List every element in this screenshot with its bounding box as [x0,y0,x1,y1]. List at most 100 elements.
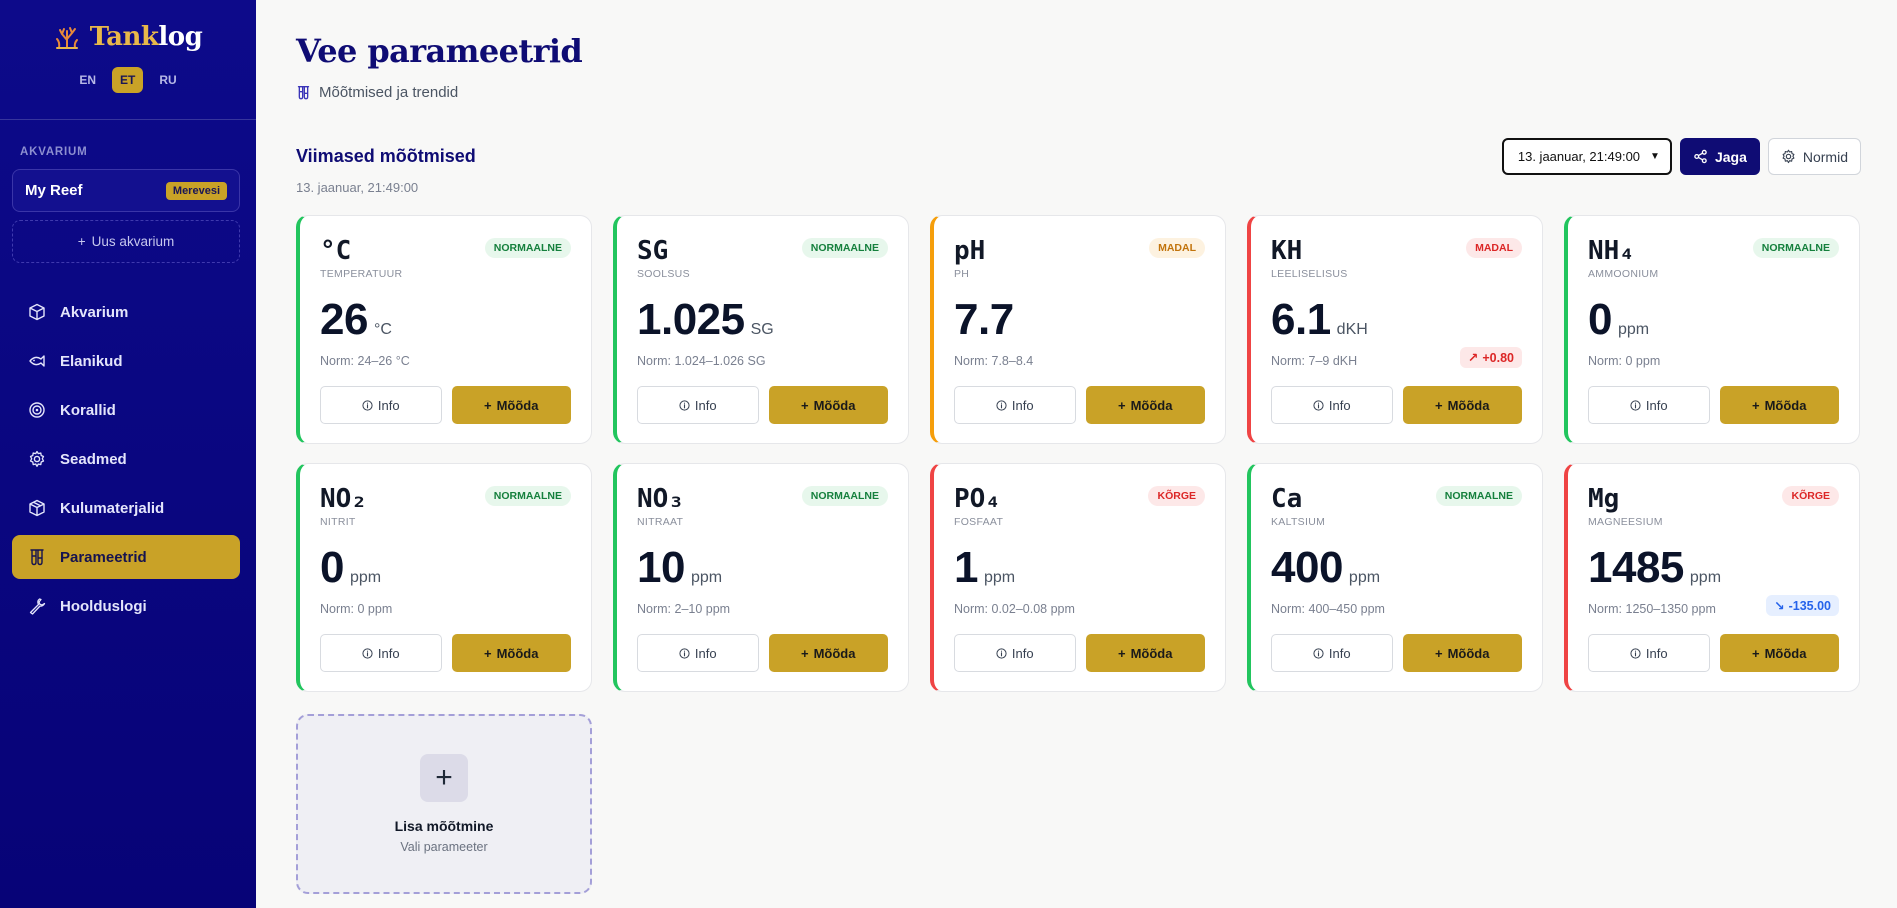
subtitle-text: Mõõtmised ja trendid [319,84,459,101]
info-button[interactable]: Info [1271,386,1393,424]
sidebar-item-label: Akvarium [60,303,129,321]
info-button[interactable]: Info [1588,386,1710,424]
value-row: 1.025 SG [637,298,888,342]
info-icon [996,647,1007,659]
plus-icon: + [1752,397,1760,413]
sidebar-item-parameetrid[interactable]: Parameetrid [12,535,240,579]
value-row: 26 °C [320,298,571,342]
parameter-value: 400 [1271,543,1343,592]
value-row: 400 ppm [1271,546,1522,590]
gear-icon [1782,149,1795,164]
plus-icon: + [1435,645,1443,661]
parameter-card: pH PH MADAL 7.7 Norm: 7.8–8.4 Info + Mõõ… [930,215,1226,444]
sidebar-item-kulumaterjalid[interactable]: Kulumaterjalid [12,486,240,530]
plus-icon: + [801,397,809,413]
logo[interactable]: Tanklog [0,22,256,52]
logo-text-part1: Tank [89,22,159,52]
card-actions: Info + Mõõda [637,634,888,672]
test-tubes-icon [297,86,310,100]
add-measurement-title: Lisa mõõtmine [394,818,494,834]
logo-text-part2: log [158,22,203,52]
sidebar-item-label: Hoolduslogi [60,597,147,615]
parameter-unit: dKH [1336,321,1368,338]
measure-button[interactable]: + Mõõda [768,386,888,424]
info-button[interactable]: Info [320,634,442,672]
parameter-card: NH₄ AMMOONIUM NORMAALNE 0 ppm Norm: 0 pp… [1564,215,1860,444]
sidebar-item-seadmed[interactable]: Seadmed [12,437,240,481]
plus-icon: + [1752,645,1760,661]
page-subtitle: Mõõtmised ja trendid [296,84,458,101]
parameter-unit: °C [373,321,392,338]
add-measurement-subtitle: Vali parameeter [400,840,488,854]
info-label: Info [694,645,717,661]
card-actions: Info + Mõõda [1271,386,1522,424]
status-badge: NORMAALNE [1435,486,1522,506]
parameter-unit: ppm [349,569,382,586]
card-actions: Info + Mõõda [1588,386,1839,424]
plus-icon: + [1118,645,1126,661]
cube-icon [29,303,45,321]
page-title: Vee parameetrid [296,32,583,70]
info-icon [679,399,690,411]
aquarium-selector[interactable]: My Reef Merevesi [12,169,240,212]
info-button[interactable]: Info [637,634,759,672]
sidebar-item-elanikud[interactable]: Elanikud [12,339,240,383]
value-row: 0 ppm [1588,298,1839,342]
add-measurement-card[interactable]: + Lisa mõõtmine Vali parameeter [296,714,592,894]
sidebar-item-korallid[interactable]: Korallid [12,388,240,432]
info-label: Info [377,397,400,413]
trending-down-icon: ↘ [1774,599,1785,613]
parameter-card: Ca KALTSIUM NORMAALNE 400 ppm Norm: 400–… [1247,463,1543,692]
measurement-date-select[interactable]: 13. jaanuar, 21:49:00 ▼ [1501,138,1672,175]
share-button[interactable]: Jaga [1679,138,1760,175]
norms-button[interactable]: Normid [1767,138,1861,175]
parameter-norm: Norm: 1.024–1.026 SG [637,354,766,368]
measure-button[interactable]: + Mõõda [1085,386,1205,424]
measure-button[interactable]: + Mõõda [451,386,571,424]
info-label: Info [1328,397,1351,413]
share-label: Jaga [1714,148,1747,165]
sidebar-item-label: Elanikud [60,352,123,370]
select-value: 13. jaanuar, 21:49:00 [1517,149,1641,164]
parameter-norm: Norm: 0 ppm [320,602,393,616]
new-aquarium-button[interactable]: + Uus akvarium [12,220,240,263]
info-button[interactable]: Info [954,634,1076,672]
status-badge: KÕRGE [1148,486,1205,506]
parameter-norm: Norm: 1250–1350 ppm [1588,602,1716,616]
sidebar-item-label: Seadmed [60,450,127,468]
plus-icon: + [484,645,492,661]
info-button[interactable]: Info [954,386,1076,424]
lang-et[interactable]: ET [111,67,144,93]
lang-en[interactable]: EN [79,73,96,87]
status-badge: NORMAALNE [801,238,888,258]
parameter-unit: ppm [1617,321,1650,338]
lang-ru[interactable]: RU [159,73,177,87]
parameter-symbol: pH [954,236,986,266]
measure-button[interactable]: + Mõõda [1402,386,1522,424]
parameter-unit: ppm [983,569,1016,586]
measure-button[interactable]: + Mõõda [1402,634,1522,672]
sidebar-item-hoolduslogi[interactable]: Hoolduslogi [12,584,240,628]
sidebar-item-label: Parameetrid [60,548,147,566]
info-button[interactable]: Info [1271,634,1393,672]
parameter-value: 1485 [1588,543,1684,592]
measure-button[interactable]: + Mõõda [1085,634,1205,672]
info-icon [679,647,690,659]
measure-button[interactable]: + Mõõda [1719,386,1839,424]
info-button[interactable]: Info [1588,634,1710,672]
parameter-value: 10 [637,543,685,592]
measure-button[interactable]: + Mõõda [451,634,571,672]
info-button[interactable]: Info [320,386,442,424]
parameter-norm: Norm: 0 ppm [1588,354,1661,368]
value-row: 10 ppm [637,546,888,590]
info-label: Info [1011,645,1034,661]
measure-button[interactable]: + Mõõda [768,634,888,672]
value-row: 6.1 dKH [1271,298,1522,342]
plus-icon: + [77,234,86,249]
measure-button[interactable]: + Mõõda [1719,634,1839,672]
parameter-card: PO₄ FOSFAAT KÕRGE 1 ppm Norm: 0.02–0.08 … [930,463,1226,692]
sidebar-item-akvarium[interactable]: Akvarium [12,290,240,334]
sidebar-divider [0,119,256,120]
info-button[interactable]: Info [637,386,759,424]
sidebar-item-label: Kulumaterjalid [60,499,165,517]
